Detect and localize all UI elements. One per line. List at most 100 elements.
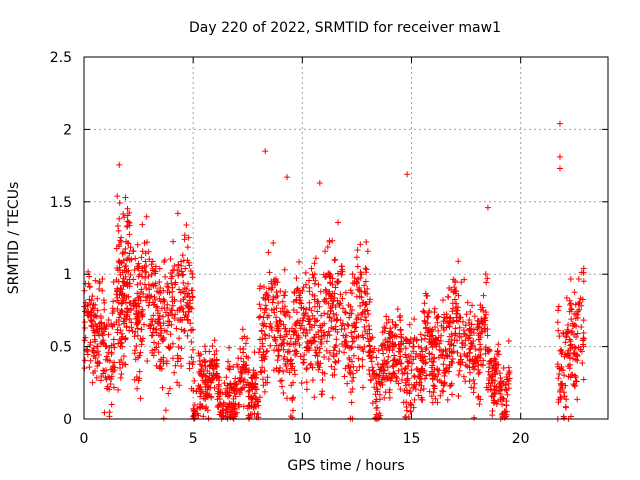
data-point: [572, 374, 579, 381]
data-point: [500, 410, 507, 417]
data-point: [408, 367, 415, 374]
data-point: [186, 365, 193, 372]
data-point: [249, 395, 256, 402]
data-point: [458, 279, 465, 286]
data-point: [114, 193, 121, 200]
data-point: [359, 356, 366, 363]
data-point: [144, 358, 151, 365]
data-point: [371, 345, 378, 352]
data-point: [169, 294, 176, 301]
data-point: [466, 325, 473, 332]
data-point: [143, 213, 150, 220]
data-point: [190, 387, 197, 394]
data-point: [366, 330, 373, 337]
data-point: [226, 344, 233, 351]
data-point: [426, 333, 433, 340]
data-point: [333, 342, 340, 349]
data-point: [276, 317, 283, 324]
data-point: [429, 332, 436, 339]
data-point: [134, 265, 141, 272]
data-point: [122, 361, 129, 368]
data-point: [149, 281, 156, 288]
data-point: [95, 351, 102, 358]
data-point: [415, 392, 422, 399]
data-point: [322, 286, 329, 293]
data-point: [406, 321, 413, 328]
data-point: [169, 355, 176, 362]
data-point: [441, 311, 448, 318]
data-point: [126, 209, 133, 216]
data-point: [458, 333, 465, 340]
data-point: [558, 351, 565, 358]
data-point: [91, 332, 98, 339]
data-point: [81, 319, 88, 326]
data-point: [172, 311, 179, 318]
data-point: [369, 367, 376, 374]
data-point: [467, 308, 474, 315]
data-point: [143, 285, 150, 292]
data-point: [134, 332, 141, 339]
data-point: [434, 365, 441, 372]
data-point: [443, 324, 450, 331]
data-point: [166, 385, 173, 392]
data-point: [381, 328, 388, 335]
data-point: [222, 391, 229, 398]
data-point: [253, 396, 260, 403]
data-point: [283, 331, 290, 338]
y-tick-label: 0: [63, 412, 72, 428]
data-point: [338, 271, 345, 278]
data-point: [264, 374, 271, 381]
data-point: [149, 349, 156, 356]
data-point: [126, 231, 133, 238]
data-point: [150, 339, 157, 346]
data-point: [87, 341, 94, 348]
data-point: [93, 323, 100, 330]
data-point: [186, 305, 193, 312]
data-point: [393, 375, 400, 382]
data-point: [321, 320, 328, 327]
data-point: [303, 344, 310, 351]
data-point: [132, 297, 139, 304]
data-point: [200, 413, 207, 420]
data-point: [379, 376, 386, 383]
data-point: [418, 394, 425, 401]
data-point: [373, 405, 380, 412]
data-point: [133, 342, 140, 349]
data-point: [572, 310, 579, 317]
data-point: [456, 367, 463, 374]
data-point: [376, 372, 383, 379]
data-point: [329, 394, 336, 401]
data-point: [255, 402, 262, 409]
data-point: [120, 353, 127, 360]
data-point: [398, 340, 405, 347]
data-point: [92, 277, 99, 284]
data-point: [452, 330, 459, 337]
data-point: [563, 396, 570, 403]
y-axis-label: SRMTID / TECUs: [6, 182, 22, 295]
data-point: [365, 338, 372, 345]
data-point: [319, 377, 326, 384]
data-point: [364, 307, 371, 314]
data-point: [81, 337, 88, 344]
data-point: [491, 355, 498, 362]
data-point: [349, 378, 356, 385]
data-point: [319, 388, 326, 395]
data-point: [194, 406, 201, 413]
data-point: [385, 345, 392, 352]
data-point: [466, 317, 473, 324]
data-point: [326, 273, 333, 280]
data-point: [168, 270, 175, 277]
data-point: [99, 276, 106, 283]
data-point: [82, 357, 89, 364]
data-point: [223, 409, 230, 416]
data-point: [471, 380, 478, 387]
data-point: [557, 347, 564, 354]
data-point: [315, 329, 322, 336]
data-point: [148, 321, 155, 328]
data-point: [115, 241, 122, 248]
data-point: [355, 312, 362, 319]
data-point: [265, 249, 272, 256]
data-point: [504, 391, 511, 398]
data-point: [202, 363, 209, 370]
data-point: [417, 387, 424, 394]
